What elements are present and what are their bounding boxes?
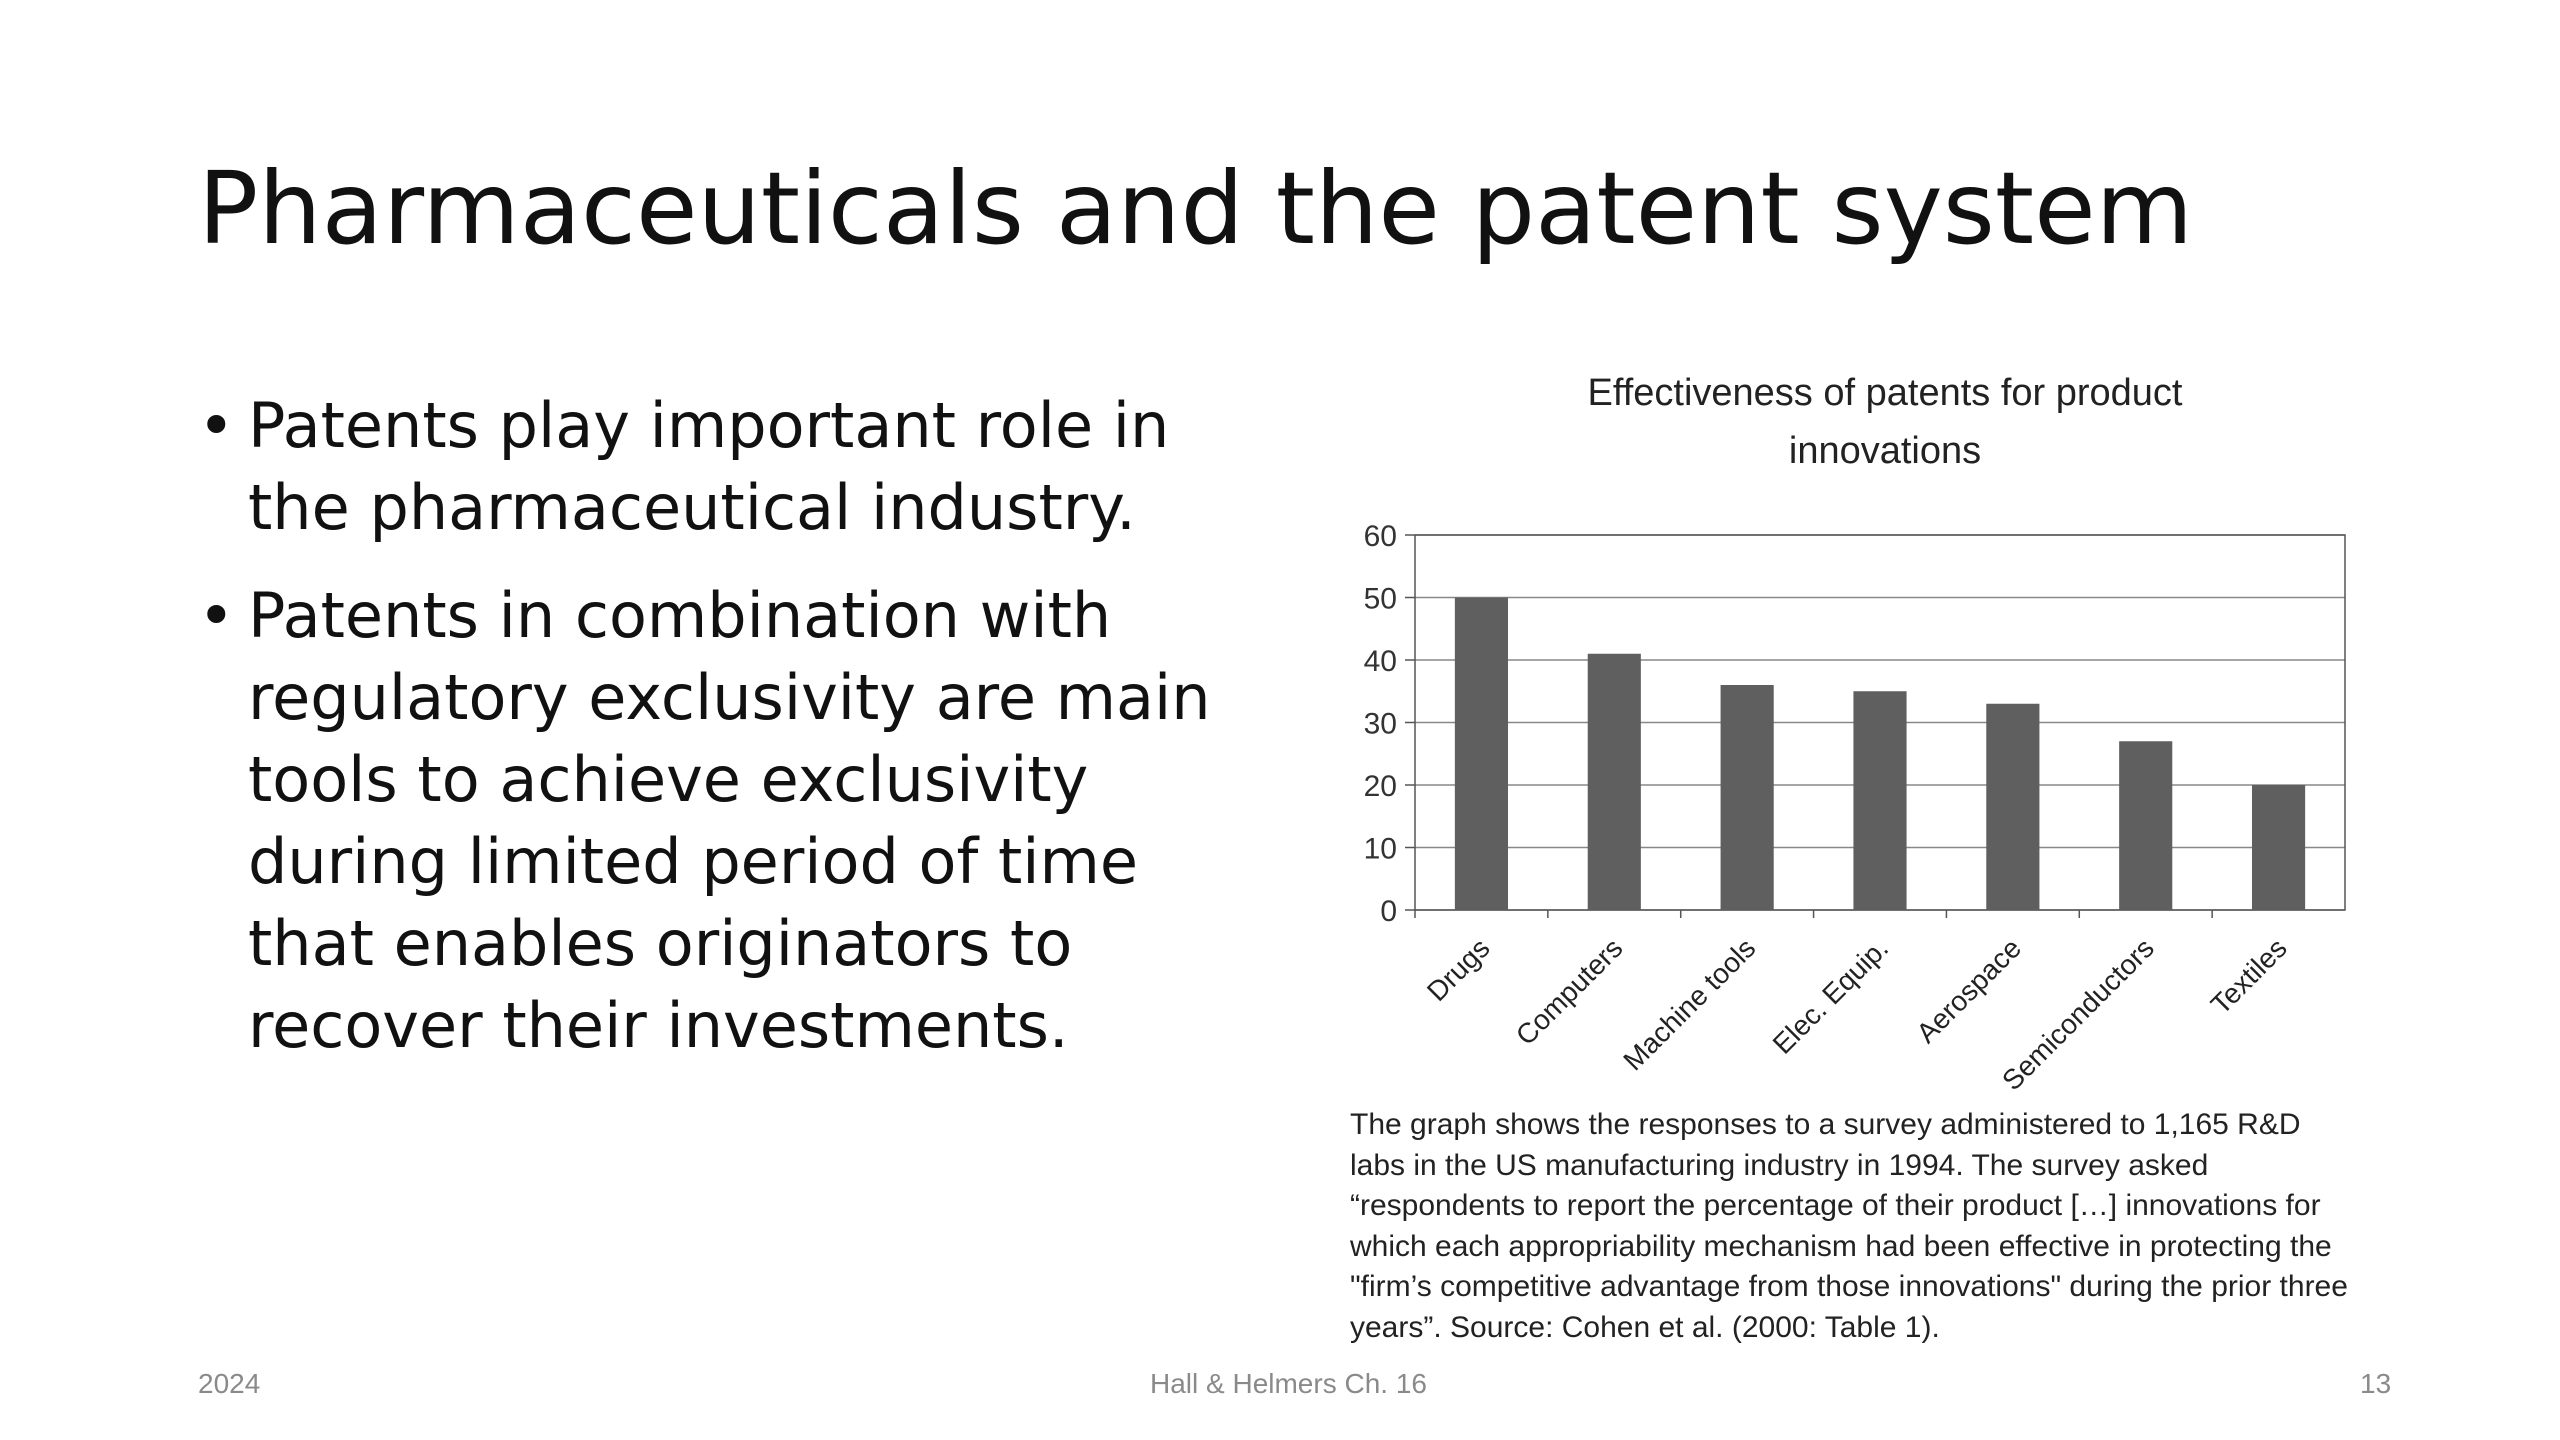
slide-number: 13 bbox=[2360, 1368, 2392, 1399]
chart: Effectiveness of patents for product inno… bbox=[1310, 355, 2410, 1115]
bullet-list: • Patents play important role in the pha… bbox=[198, 385, 1238, 1093]
bar-semiconductors bbox=[2119, 741, 2173, 910]
bar-computers bbox=[1587, 653, 1641, 910]
bullet-glyph: • bbox=[198, 389, 235, 462]
bar-drugs bbox=[1454, 597, 1508, 910]
y-tick-label: 60 bbox=[1364, 520, 1397, 553]
footer-date: 2024 bbox=[198, 1368, 261, 1399]
y-tick-label: 40 bbox=[1364, 645, 1397, 678]
x-category-label: Aerospace bbox=[1911, 932, 2028, 1049]
slide-title: Pharmaceuticals and the patent system bbox=[198, 150, 2194, 267]
chart-title-line-1: Effectiveness of patents for product bbox=[1588, 372, 2183, 414]
bar-elec-equip bbox=[1853, 691, 1907, 910]
bullet-item: • Patents in combination with regulatory… bbox=[198, 575, 1238, 1067]
chart-caption: The graph shows the responses to a surve… bbox=[1350, 1108, 2348, 1344]
y-tick-label: 10 bbox=[1364, 833, 1397, 866]
bar-aerospace bbox=[1986, 703, 2040, 910]
x-category-label: Drugs bbox=[1421, 932, 1496, 1007]
bar-machine-tools bbox=[1720, 685, 1774, 910]
chart-title-line-2: innovations bbox=[1789, 430, 1981, 472]
bullet-item: • Patents play important role in the pha… bbox=[198, 385, 1238, 549]
bullet-glyph: • bbox=[198, 579, 235, 652]
x-category-label: Textiles bbox=[2205, 932, 2293, 1020]
x-category-label: Computers bbox=[1510, 932, 1629, 1051]
footer-source: Hall & Helmers Ch. 16 bbox=[1150, 1368, 1427, 1399]
bar-textiles bbox=[2252, 785, 2306, 910]
bar-chart-svg: Effectiveness of patents for product inno… bbox=[1364, 372, 2346, 1096]
x-category-label: Elec. Equip. bbox=[1767, 932, 1895, 1060]
y-tick-label: 0 bbox=[1380, 895, 1397, 928]
bullet-text: Patents in combination with regulatory e… bbox=[248, 579, 1211, 1062]
y-tick-label: 30 bbox=[1364, 708, 1397, 741]
x-category-label: Machine tools bbox=[1617, 932, 1761, 1076]
y-tick-label: 20 bbox=[1364, 770, 1397, 803]
y-tick-label: 50 bbox=[1364, 583, 1397, 616]
bullet-text: Patents play important role in the pharm… bbox=[248, 389, 1170, 544]
